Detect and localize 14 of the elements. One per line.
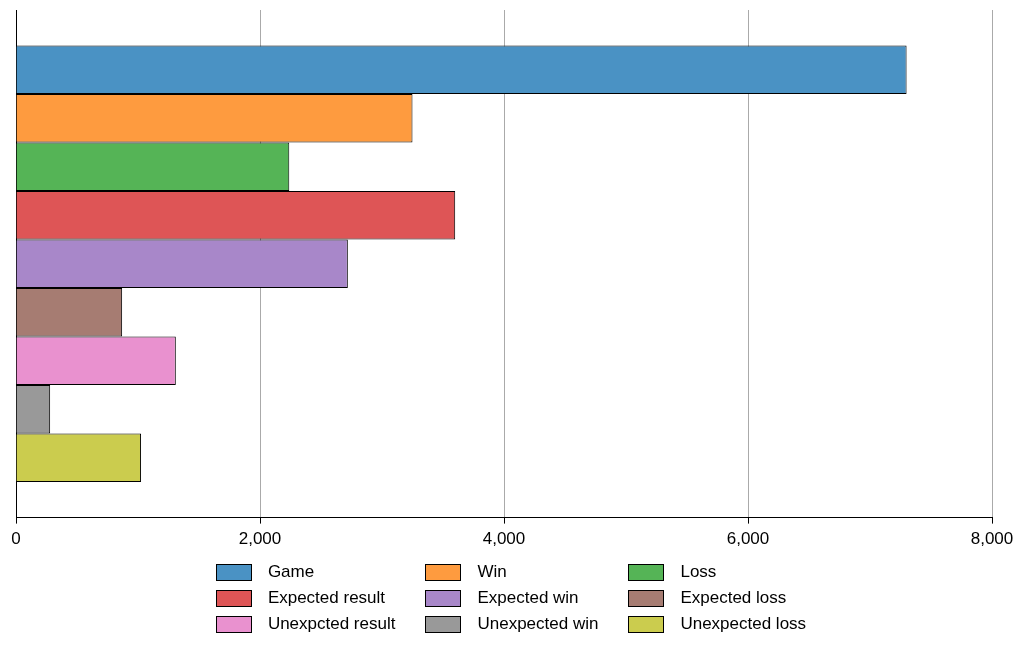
x-tick-label: 8,000: [970, 529, 1014, 549]
legend-label: Game: [267, 562, 315, 582]
x-tick-label: 2,000: [238, 529, 282, 549]
legend-label: Expected result: [267, 588, 386, 608]
legend-label: Win: [477, 562, 507, 582]
x-tick-label: 6,000: [726, 529, 770, 549]
x-tick-label: 4,000: [482, 529, 526, 549]
legend-label: Unexpected win: [477, 614, 599, 634]
legend-label: Expected win: [477, 588, 579, 608]
x-tick-label: 0: [11, 529, 21, 549]
legend-label: Unexpcted result: [267, 614, 396, 634]
legend-label: Loss: [680, 562, 717, 582]
legend-label: Unexpected loss: [680, 614, 807, 634]
legend-label: Expected loss: [680, 588, 787, 608]
